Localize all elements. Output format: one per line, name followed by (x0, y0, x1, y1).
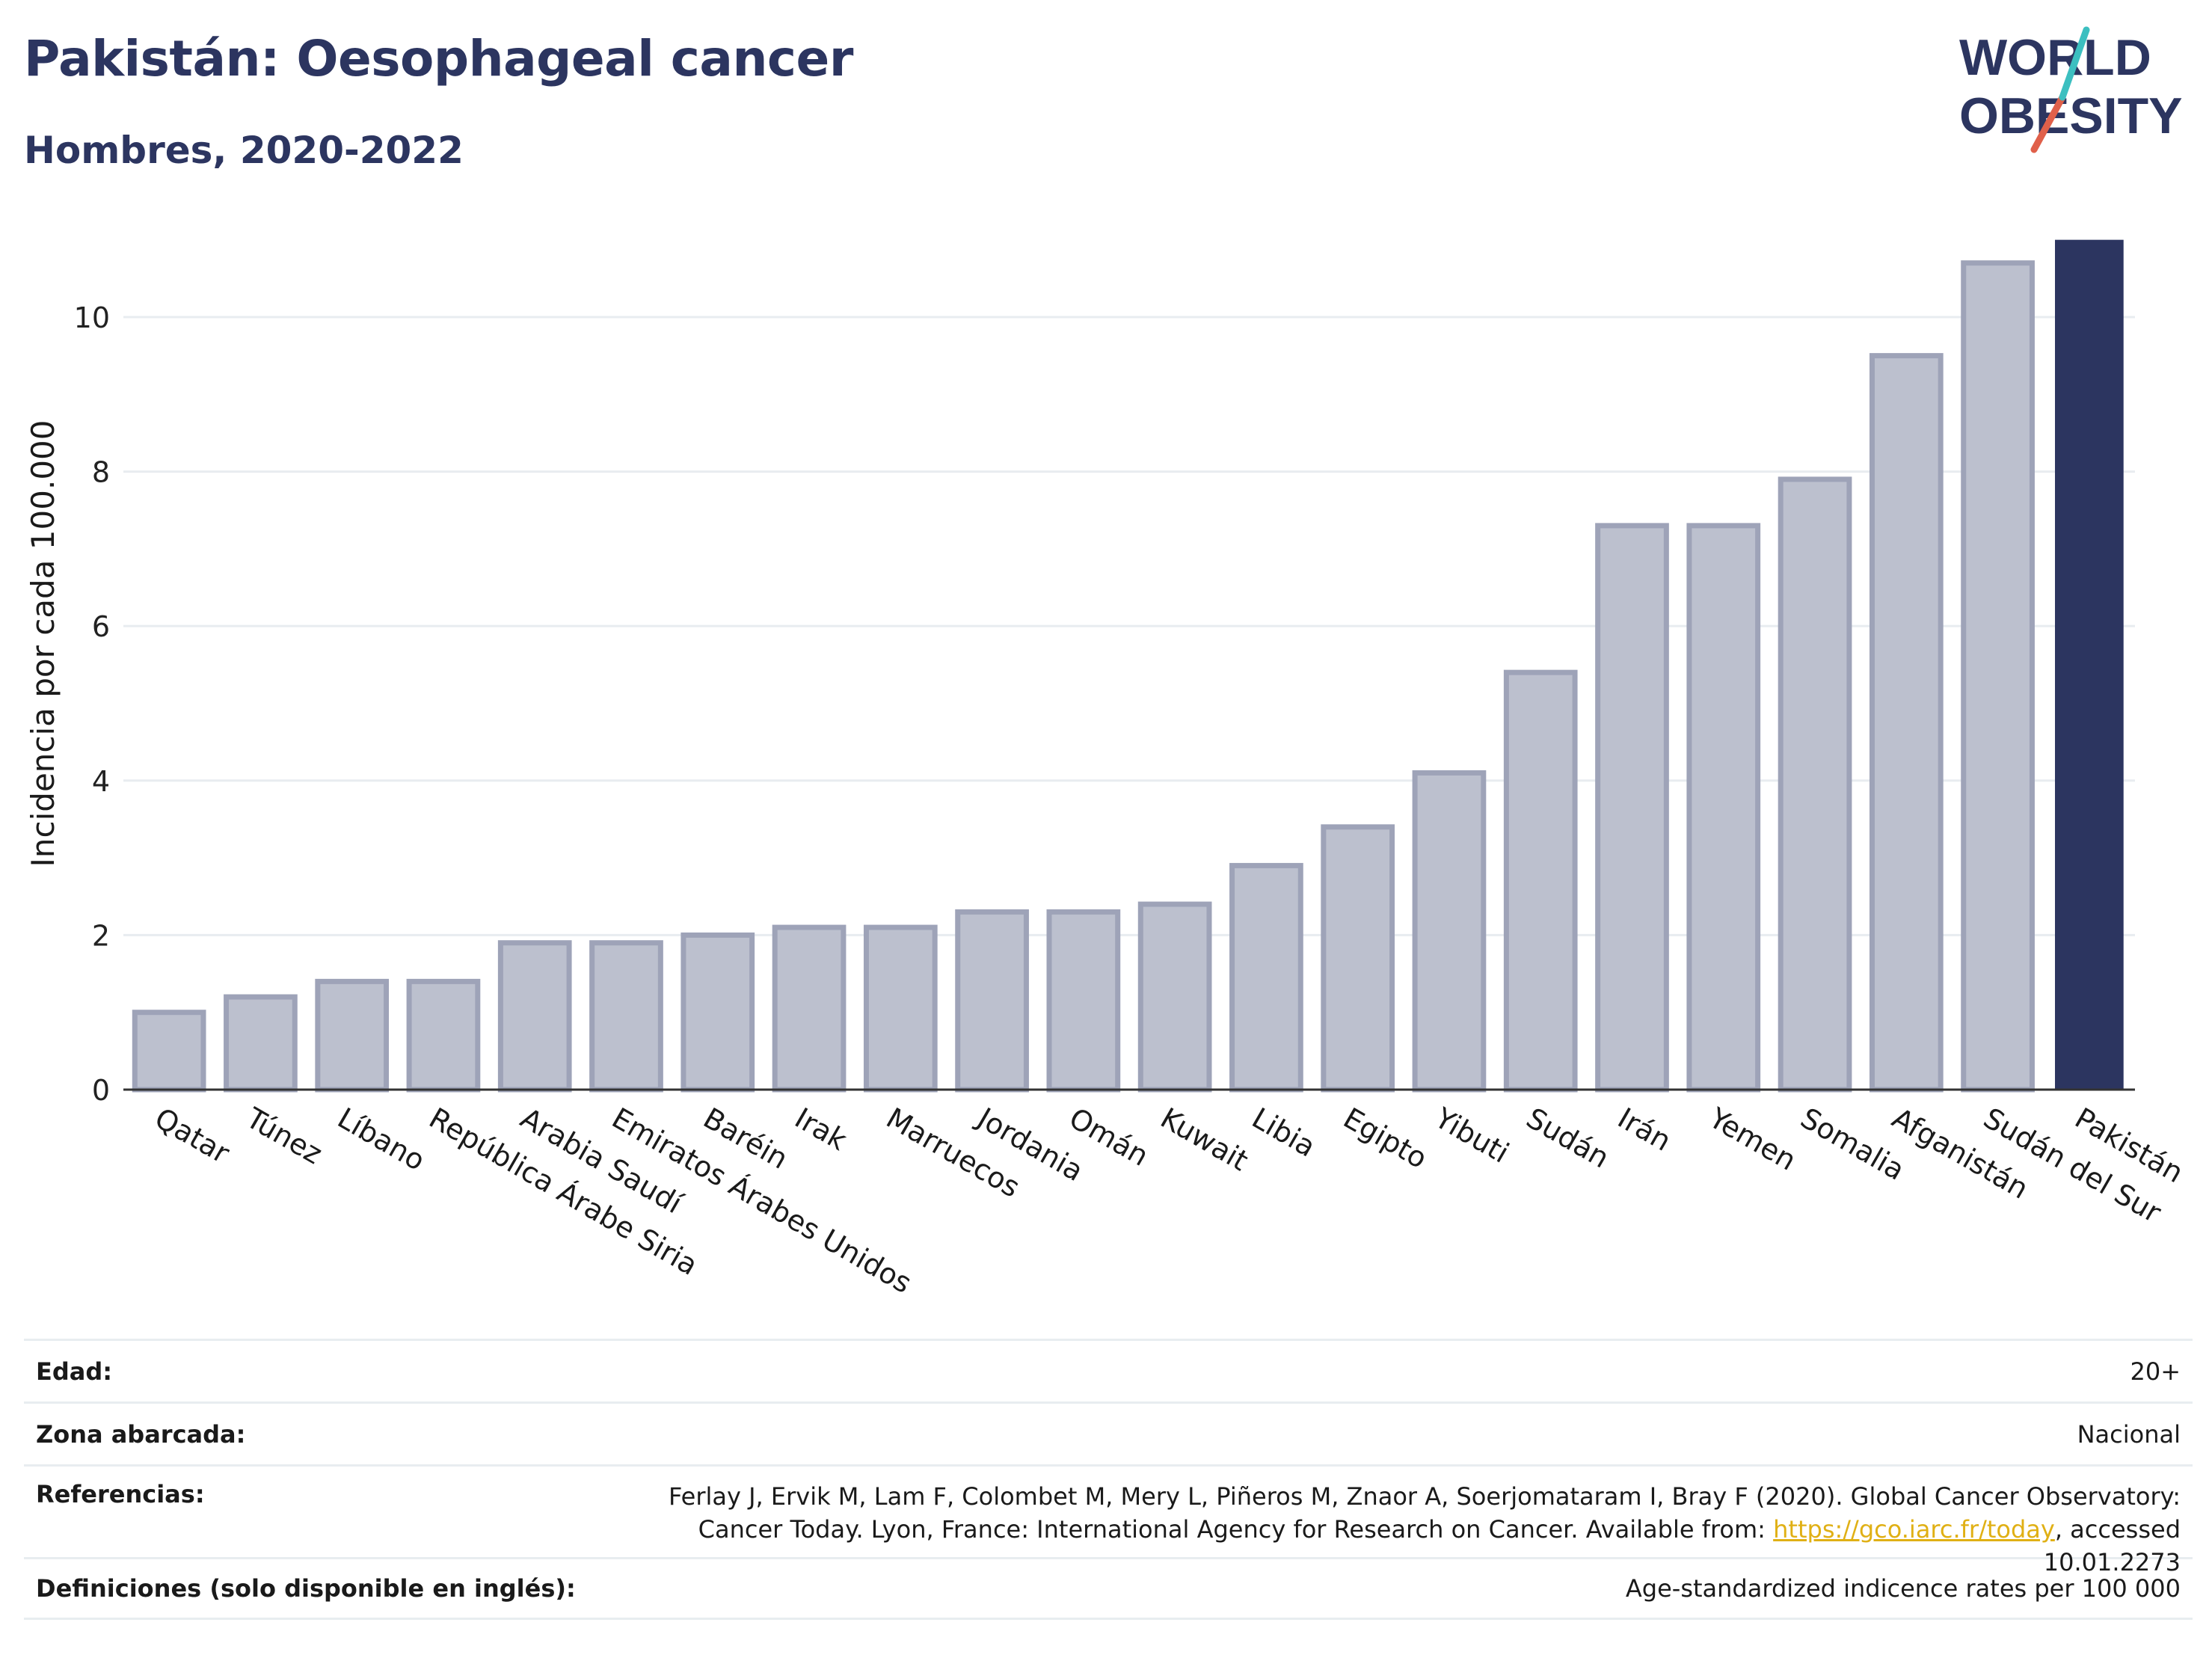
reference-accessed: , accessed 10.01.2273 (2043, 1515, 2181, 1576)
bar (772, 924, 847, 1093)
bar (1778, 476, 1852, 1093)
x-tick-label: Kuwait (1155, 1102, 1254, 1178)
meta-label-references: Referencias: (36, 1480, 205, 1508)
x-tick-label: Yemen (1703, 1101, 1801, 1177)
bar (1961, 260, 2035, 1093)
page-title: Pakistán: Oesophageal cancer (24, 30, 853, 87)
x-tick-label: Yibuti (1429, 1101, 1515, 1170)
y-tick-label: 4 (92, 765, 110, 798)
bar (224, 994, 298, 1093)
bar (406, 978, 481, 1093)
meta-label-age: Edad: (36, 1357, 113, 1386)
chart-bars (132, 239, 2124, 1093)
reference-link[interactable]: https://gco.iarc.fr/today (1773, 1515, 2055, 1544)
bar (1869, 353, 1944, 1093)
page-subtitle: Hombres, 2020-2022 (24, 129, 464, 172)
y-axis-ticks: 0 2 4 6 8 10 (74, 301, 110, 1107)
world-obesity-logo: WORLD OBESITY (1952, 22, 2199, 157)
bar (2055, 239, 2124, 1090)
meta-row-definitions: Definiciones (solo disponible en inglés)… (24, 1557, 2193, 1620)
meta-row-area: Zona abarcada: Nacional (24, 1401, 2193, 1464)
bar (1046, 909, 1121, 1093)
bar (681, 932, 755, 1093)
meta-value-area: Nacional (2077, 1419, 2181, 1449)
x-tick-label: Irán (1612, 1102, 1677, 1158)
bar (315, 978, 390, 1093)
meta-row-references: Referencias: Ferlay J, Ervik M, Lam F, C… (24, 1464, 2193, 1576)
bar (1686, 523, 1761, 1093)
meta-label-area: Zona abarcada: (36, 1419, 246, 1449)
bar (132, 1010, 206, 1093)
meta-value-age: 20+ (2130, 1357, 2181, 1386)
x-tick-label: Sudán (1521, 1102, 1615, 1175)
y-tick-label: 2 (92, 919, 110, 952)
meta-value-references: Ferlay J, Ervik M, Lam F, Colombet M, Me… (640, 1480, 2181, 1579)
y-tick-label: 6 (92, 610, 110, 643)
bar (1503, 669, 1578, 1093)
meta-label-definitions: Definiciones (solo disponible en inglés)… (36, 1574, 576, 1603)
bar (1595, 523, 1669, 1093)
bar (1137, 901, 1212, 1093)
y-tick-label: 8 (92, 456, 110, 489)
bar (1321, 824, 1395, 1093)
logo-text-world: WORLD (1959, 29, 2151, 86)
logo-graphic: WORLD OBESITY (1959, 26, 2183, 153)
y-tick-label: 0 (92, 1074, 110, 1107)
bar (863, 924, 938, 1093)
meta-value-definitions: Age-standardized indicence rates per 100… (1625, 1574, 2181, 1603)
bar (589, 940, 663, 1093)
bar (1412, 770, 1487, 1093)
logo-slash-teal (2059, 26, 2090, 101)
meta-row-age: Edad: 20+ (24, 1339, 2193, 1401)
bar (497, 940, 572, 1093)
metadata-table: Edad: 20+ Zona abarcada: Nacional Refere… (24, 1339, 2193, 1620)
logo-slash-red (2030, 93, 2066, 153)
x-tick-label: Qatar (150, 1102, 236, 1170)
reference-text: Ferlay J, Ervik M, Lam F, Colombet M, Me… (669, 1482, 2181, 1544)
bar (955, 909, 1029, 1093)
y-tick-label: 10 (74, 301, 110, 334)
logo-text-obesity: OBESITY (1959, 87, 2183, 144)
x-tick-label: Túnez (240, 1101, 328, 1170)
x-tick-label: Líbano (332, 1102, 431, 1177)
x-tick-label: Libia (1247, 1102, 1321, 1164)
x-tick-label: Irak (790, 1102, 852, 1157)
y-axis-label: Incidencia por cada 100.000 (25, 420, 61, 868)
x-tick-label: Egipto (1338, 1102, 1433, 1176)
bar (1229, 862, 1303, 1093)
x-tick-label: Somalia (1795, 1102, 1911, 1187)
